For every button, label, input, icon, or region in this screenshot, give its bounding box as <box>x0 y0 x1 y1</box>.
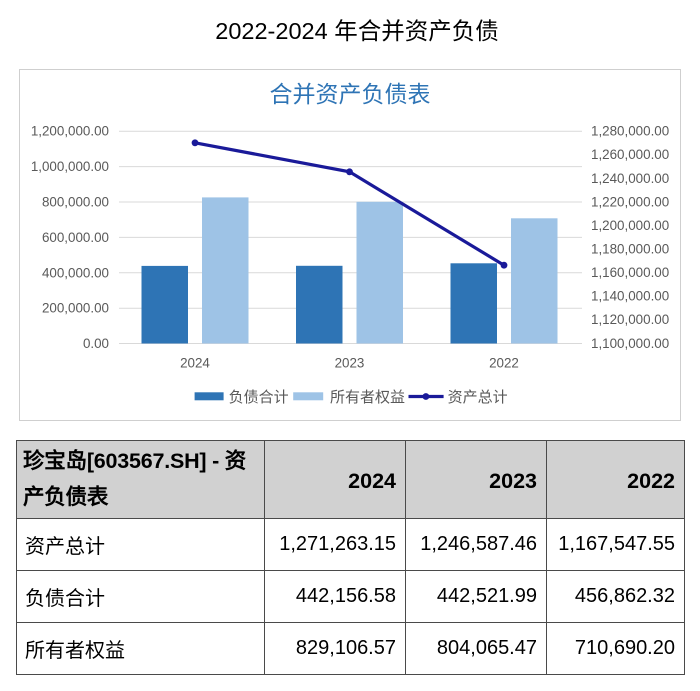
svg-text:200,000.00: 200,000.00 <box>42 301 109 316</box>
svg-text:400,000.00: 400,000.00 <box>42 265 109 280</box>
svg-text:1,240,000.00: 1,240,000.00 <box>591 171 669 186</box>
svg-text:2024: 2024 <box>180 356 210 371</box>
svg-text:1,260,000.00: 1,260,000.00 <box>591 147 669 162</box>
svg-text:0.00: 0.00 <box>83 336 109 351</box>
svg-text:合并资产负债表: 合并资产负债表 <box>270 81 431 107</box>
svg-text:1,200,000.00: 1,200,000.00 <box>31 124 109 139</box>
svg-text:所有者权益: 所有者权益 <box>330 389 405 406</box>
svg-text:资产总计: 资产总计 <box>448 389 508 406</box>
svg-text:800,000.00: 800,000.00 <box>42 195 109 210</box>
svg-text:2022: 2022 <box>489 356 519 371</box>
svg-text:1,140,000.00: 1,140,000.00 <box>591 289 669 304</box>
svg-text:1,200,000.00: 1,200,000.00 <box>591 218 669 233</box>
svg-text:2023: 2023 <box>335 356 365 371</box>
svg-text:1,160,000.00: 1,160,000.00 <box>591 265 669 280</box>
svg-text:1,180,000.00: 1,180,000.00 <box>591 241 669 256</box>
svg-text:1,280,000.00: 1,280,000.00 <box>591 124 669 139</box>
svg-text:负债合计: 负债合计 <box>229 389 289 406</box>
svg-text:1,220,000.00: 1,220,000.00 <box>591 194 669 209</box>
svg-text:600,000.00: 600,000.00 <box>42 230 109 245</box>
svg-text:1,100,000.00: 1,100,000.00 <box>591 336 669 351</box>
svg-text:1,120,000.00: 1,120,000.00 <box>591 312 669 327</box>
svg-text:1,000,000.00: 1,000,000.00 <box>31 159 109 174</box>
